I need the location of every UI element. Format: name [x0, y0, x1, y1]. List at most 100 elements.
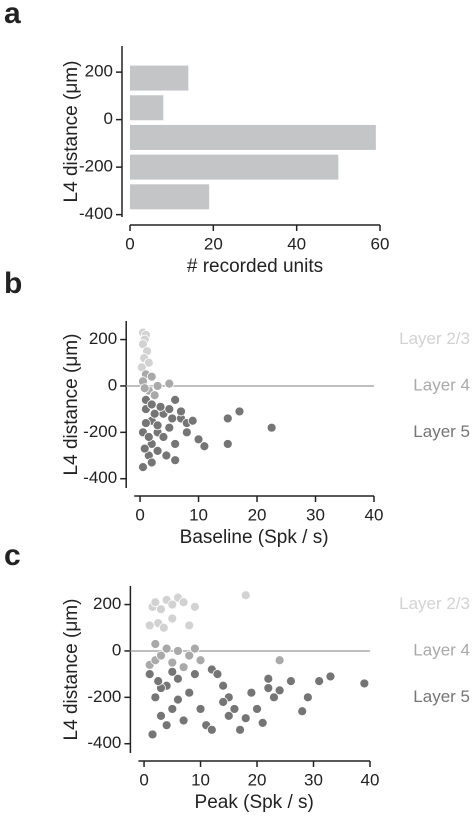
point [222, 439, 233, 449]
point [152, 381, 163, 391]
point [229, 704, 240, 714]
point [164, 404, 175, 415]
x-tick-label: 40 [287, 234, 306, 253]
x-axis-title: Peak (Spk / s) [195, 792, 314, 813]
point [212, 669, 223, 680]
point [150, 639, 161, 649]
point [263, 673, 274, 684]
point [193, 434, 204, 445]
point [146, 457, 157, 468]
x-tick-label: 0 [125, 234, 134, 253]
point [167, 613, 178, 624]
y-tick-label: 200 [89, 329, 117, 348]
point [286, 676, 296, 686]
legend-label: Layer 5 [413, 687, 470, 706]
x-tick-label: 30 [306, 505, 325, 524]
x-axis-title: Baseline (Spk / s) [180, 527, 329, 548]
bar [130, 184, 210, 210]
point [178, 597, 189, 608]
point [146, 371, 157, 382]
point [161, 720, 172, 731]
panel-label: c [4, 539, 21, 572]
point [164, 378, 175, 389]
point [274, 685, 285, 696]
y-tick-label: -400 [83, 468, 117, 487]
y-tick-label: 0 [104, 109, 113, 128]
point [144, 669, 155, 680]
point [240, 590, 251, 601]
point [144, 620, 155, 631]
point [252, 704, 262, 714]
point [155, 401, 166, 412]
point [167, 657, 178, 668]
point [235, 724, 245, 735]
point [161, 450, 172, 461]
point [189, 669, 200, 680]
point [158, 622, 169, 633]
point [143, 432, 154, 442]
point [263, 683, 274, 693]
x-tick-label: 20 [248, 505, 267, 524]
point [139, 383, 150, 394]
y-tick-label: -200 [83, 422, 117, 441]
point [167, 666, 178, 677]
point [257, 717, 268, 728]
y-tick-label: 200 [85, 62, 113, 81]
point [158, 432, 169, 442]
point [140, 418, 151, 428]
point [189, 601, 200, 612]
bar [130, 154, 339, 180]
point [156, 710, 166, 721]
legend-label: Layer 5 [413, 422, 470, 441]
point [184, 620, 195, 631]
legend-label: Layer 4 [413, 375, 470, 394]
point [223, 710, 234, 721]
point [156, 650, 166, 661]
point [222, 413, 233, 424]
point [184, 687, 195, 698]
bar [130, 65, 189, 91]
x-tick-label: 30 [304, 770, 323, 789]
point [164, 422, 175, 433]
y-axis-title: L4 distance (μm) [61, 61, 82, 203]
legend-label: Layer 2/3 [399, 329, 470, 348]
point [173, 673, 183, 684]
point [153, 676, 164, 686]
y-tick-label: 0 [112, 640, 121, 659]
point [218, 680, 229, 691]
point [138, 462, 148, 473]
point [170, 439, 181, 449]
x-tick-label: 0 [139, 770, 148, 789]
point [234, 406, 245, 417]
point [176, 406, 186, 417]
point [187, 415, 198, 426]
y-tick-label: -400 [87, 733, 121, 752]
x-tick-label: 60 [371, 234, 390, 253]
x-tick-label: 0 [135, 505, 144, 524]
point [240, 713, 251, 724]
point [150, 692, 161, 703]
y-tick-label: -200 [79, 157, 113, 176]
legend-label: Layer 2/3 [399, 594, 470, 613]
y-axis-title: L4 distance (μm) [61, 334, 82, 476]
y-tick-label: -400 [79, 204, 113, 223]
panel-label: b [4, 267, 22, 300]
point [269, 692, 279, 703]
point [173, 646, 183, 656]
point [152, 445, 163, 456]
point [143, 357, 154, 368]
y-tick-label: 200 [93, 594, 121, 613]
point [246, 687, 257, 698]
point [184, 650, 195, 661]
point [170, 455, 181, 466]
point [149, 390, 160, 401]
bar [130, 124, 376, 150]
y-tick-label: 0 [108, 375, 117, 394]
point [325, 671, 336, 682]
point [199, 441, 210, 452]
point [218, 697, 229, 707]
panel-label: a [4, 0, 21, 30]
point [181, 427, 192, 438]
y-tick-label: -200 [87, 687, 121, 706]
